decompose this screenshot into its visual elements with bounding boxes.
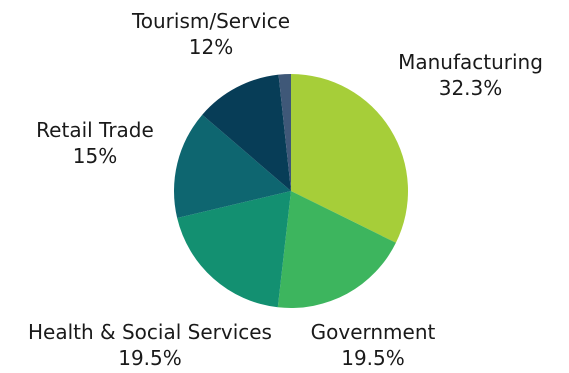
label-manufacturing: Manufacturing 32.3% xyxy=(388,49,553,101)
label-health-social-services: Health & Social Services 19.5% xyxy=(9,319,291,371)
pie-slice-retail-trade xyxy=(174,114,291,218)
pie-slice-other xyxy=(278,74,291,191)
label-retail-trade: Retail Trade 15% xyxy=(20,117,170,169)
label-government: Government 19.5% xyxy=(298,319,448,371)
pie-slice-health-social-services xyxy=(177,191,291,308)
label-government-name: Government xyxy=(310,320,436,344)
label-health-social-services-name: Health & Social Services xyxy=(28,320,272,344)
label-manufacturing-value: 32.3% xyxy=(438,76,503,100)
label-health-social-services-value: 19.5% xyxy=(118,346,182,370)
pie-slice-manufacturing xyxy=(291,73,409,243)
label-tourism-service-name: Tourism/Service xyxy=(131,9,291,33)
pie-slice-tourism-service xyxy=(202,74,291,191)
label-retail-trade-value: 15% xyxy=(72,144,118,168)
label-manufacturing-name: Manufacturing xyxy=(398,50,543,74)
label-government-value: 19.5% xyxy=(341,346,405,370)
label-retail-trade-name: Retail Trade xyxy=(36,118,154,142)
label-tourism-service-value: 12% xyxy=(188,35,234,59)
label-tourism-service: Tourism/Service 12% xyxy=(116,8,306,60)
pie-slice-government xyxy=(277,191,396,308)
